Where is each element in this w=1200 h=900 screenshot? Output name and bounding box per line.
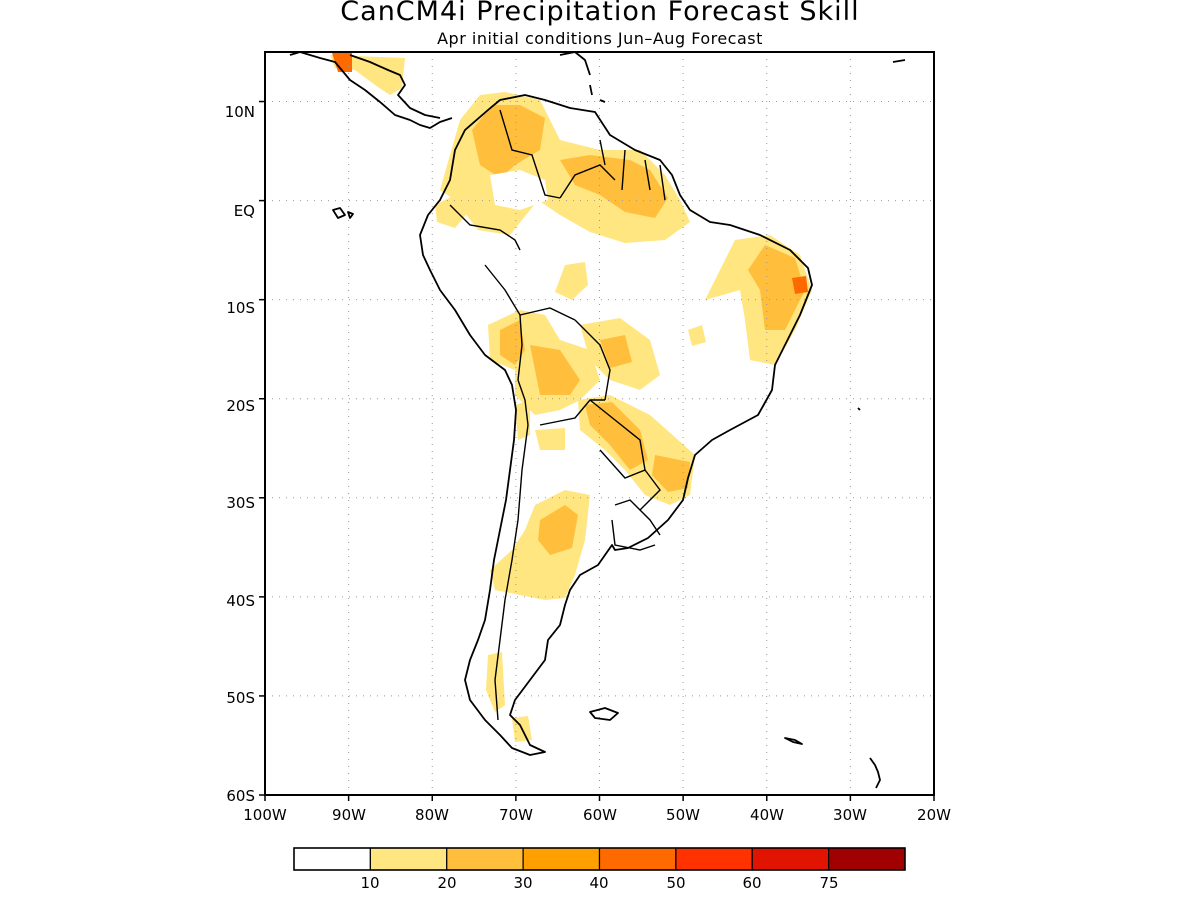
shade-white-hole	[490, 170, 548, 210]
border-guianas	[599, 139, 666, 201]
border-peru-bolivia	[517, 314, 523, 381]
legend-color-box	[369, 847, 448, 871]
border-chile-bolivia	[517, 379, 529, 426]
falklands	[589, 707, 619, 721]
lat-label: EQ	[234, 202, 255, 220]
shade-ecuador	[435, 195, 470, 228]
map-subtitle: Apr initial conditions Jun–Aug Forecast	[437, 29, 763, 48]
shade-mato-grosso-orange	[600, 335, 632, 368]
legend-color-box	[522, 847, 601, 871]
map-title: CanCM4i Precipitation Forecast Skill	[340, 0, 860, 27]
lon-label: 30W	[833, 806, 867, 824]
shade-peru-orange	[500, 320, 525, 365]
shade-n-argentina	[535, 428, 565, 450]
legend-color-box	[675, 847, 753, 871]
border-uruguay-coast	[611, 519, 656, 551]
legend-label: 30	[513, 874, 532, 892]
legend-color-box	[293, 847, 371, 871]
coastlines	[289, 52, 906, 789]
border-colombia-venezuela	[499, 109, 561, 199]
border-argentina-brazil	[639, 469, 661, 511]
lon-label: 20W	[917, 806, 951, 824]
lat-label: 40S	[226, 592, 255, 610]
lon-label: 100W	[243, 806, 287, 824]
legend-color-box	[446, 847, 524, 871]
shade-s-brazil-orange	[652, 455, 690, 492]
south-america-coastline	[419, 94, 813, 756]
border-paraguay	[589, 399, 646, 479]
shade-central-america-core	[332, 53, 352, 72]
shade-argentina-orange	[538, 505, 578, 555]
lon-label: 50W	[666, 806, 700, 824]
lat-label: 60S	[226, 787, 255, 805]
lon-label: 60W	[583, 806, 617, 824]
east-islands	[857, 59, 906, 789]
legend-label: 20	[437, 874, 456, 892]
longitude-labels: 100W 90W 80W 70W 60W 50W 40W 30W 20W	[243, 806, 951, 824]
lat-label: 50S	[226, 689, 255, 707]
legend-label: 60	[742, 874, 761, 892]
shade-ne-brazil-orange	[748, 245, 805, 330]
shade-mato-grosso-blob	[688, 325, 706, 346]
shade-ne-brazil-core	[792, 276, 808, 294]
shade-amazon	[555, 262, 588, 300]
legend-color-box	[828, 847, 906, 871]
lon-label: 90W	[332, 806, 366, 824]
lat-label: 10S	[226, 299, 255, 317]
galapagos	[332, 207, 354, 219]
border-chile-argentina	[494, 424, 529, 721]
lon-label: 80W	[415, 806, 449, 824]
border-uruguay	[614, 499, 661, 536]
border-colombia-peru	[449, 204, 521, 251]
legend-label: 50	[666, 874, 685, 892]
legend-frame	[293, 847, 906, 871]
central-america-north-coast	[349, 54, 441, 119]
legend-color-box	[598, 847, 677, 871]
axis-ticks	[259, 100, 935, 801]
caribbean-islands	[559, 52, 606, 103]
lat-label: 10N	[225, 103, 255, 121]
south-georgia	[784, 737, 803, 745]
legend-label: 40	[589, 874, 608, 892]
border-venezuela-brazil	[559, 164, 616, 199]
country-borders	[449, 109, 666, 721]
shade-paraguay-orange	[585, 402, 648, 470]
latitude-labels: 10N EQ 10S 20S 30S 40S 50S 60S	[225, 103, 255, 805]
central-america-coastline	[289, 52, 453, 129]
shade-bolivia-orange	[530, 345, 580, 395]
lon-label: 40W	[750, 806, 784, 824]
border-bolivia-paraguay	[539, 399, 605, 426]
skill-shading	[330, 53, 812, 742]
lon-label: 70W	[499, 806, 533, 824]
legend-color-box	[751, 847, 830, 871]
shade-north-orange	[472, 105, 545, 178]
legend-label: 75	[819, 874, 838, 892]
lat-label: 30S	[226, 494, 255, 512]
lat-label: 20S	[226, 397, 255, 415]
border-brazil-bolivia	[574, 319, 611, 401]
legend-label: 10	[360, 874, 379, 892]
color-legend: 10 20 30 40 50 60 75	[293, 847, 906, 892]
